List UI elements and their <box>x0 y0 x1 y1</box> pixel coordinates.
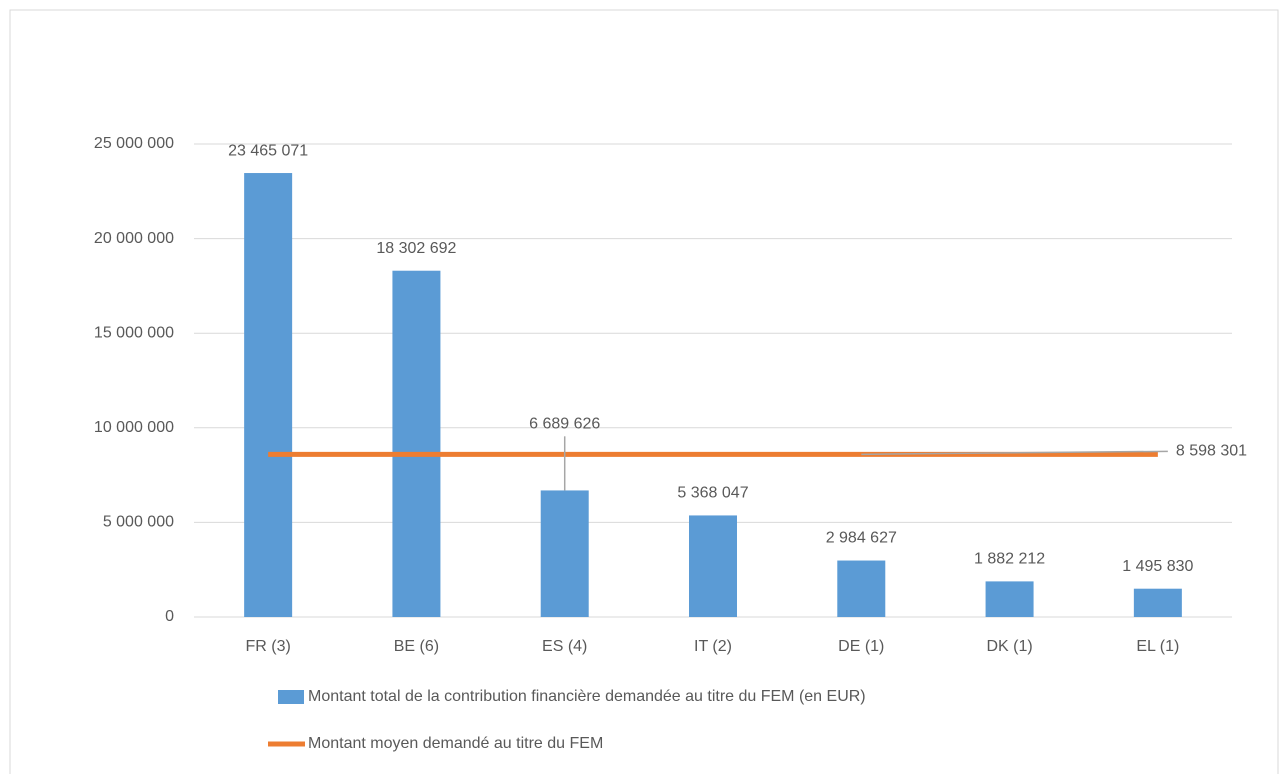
chart-frame <box>9 9 1279 779</box>
data-label: 1 882 212 <box>974 551 1045 568</box>
bar <box>244 173 293 617</box>
data-label: 5 368 047 <box>677 485 748 502</box>
y-tick-label: 0 <box>165 608 174 625</box>
x-tick-label: ES (4) <box>542 638 587 655</box>
legend-swatch <box>278 690 304 704</box>
y-tick-label: 5 000 000 <box>103 514 174 531</box>
y-tick-label: 15 000 000 <box>94 324 174 341</box>
y-tick-label: 10 000 000 <box>94 419 174 436</box>
data-label: 2 984 627 <box>826 530 897 547</box>
x-tick-label: DK (1) <box>986 638 1032 655</box>
y-tick-label: 20 000 000 <box>94 230 174 247</box>
x-tick-label: IT (2) <box>694 638 732 655</box>
x-tick-label: BE (6) <box>394 638 439 655</box>
bar <box>392 270 441 617</box>
data-label: 23 465 071 <box>228 142 308 159</box>
x-tick-label: EL (1) <box>1136 638 1179 655</box>
data-label: 1 495 830 <box>1122 558 1193 575</box>
data-label: 6 689 626 <box>529 416 600 433</box>
bar <box>1133 588 1182 617</box>
y-tick-label: 25 000 000 <box>94 135 174 152</box>
x-tick-label: FR (3) <box>245 638 290 655</box>
legend-label: Montant moyen demandé au titre du FEM <box>308 735 603 752</box>
data-label: 8 598 301 <box>1176 443 1247 460</box>
leader-line <box>861 450 1168 456</box>
bar <box>837 560 886 617</box>
bar <box>985 581 1034 617</box>
x-tick-label: DE (1) <box>838 638 884 655</box>
bar <box>540 490 589 617</box>
legend-label: Montant total de la contribution financi… <box>308 688 866 705</box>
data-label: 18 302 692 <box>376 240 456 257</box>
bar <box>689 515 737 617</box>
